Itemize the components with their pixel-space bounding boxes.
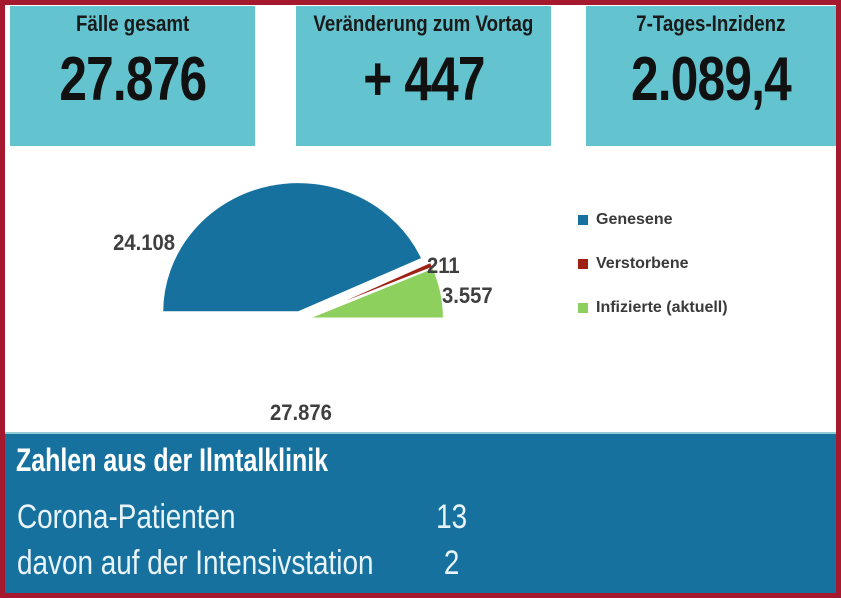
stat-card-value: 27.876 [59, 45, 207, 114]
clinic-row-value: 2 [443, 544, 460, 582]
stat-card-title: Fälle gesamt [75, 11, 190, 36]
stat-card-7day-incidence: 7-Tages-Inzidenz 2.089,4 [586, 6, 836, 146]
clinic-row-icu: davon auf der Intensivstation 2 [17, 544, 542, 583]
legend-label: Verstorbene [596, 255, 689, 272]
clinic-row-label: davon auf der Intensivstation [17, 544, 374, 582]
stat-card-title: 7-Tages-Inzidenz [636, 11, 786, 36]
legend-label: Genesene [596, 211, 673, 228]
pie-slice-0 [161, 181, 424, 314]
stat-card-title: Veränderung zum Vortag [313, 11, 534, 36]
pie-label-infizierte: 3.557 [442, 283, 493, 308]
clinic-panel-title: Zahlen aus der Ilmtalklinik [16, 442, 329, 478]
chart-legend: Genesene Verstorbene Infizierte (aktuell… [578, 210, 728, 342]
legend-swatch-infizierte [578, 303, 588, 313]
stat-card-value: + 447 [362, 45, 485, 114]
legend-item-infizierte: Infizierte (aktuell) [578, 298, 728, 318]
clinic-row-value: 13 [436, 498, 468, 536]
stat-card-total-cases: Fälle gesamt 27.876 [10, 6, 255, 146]
clinic-panel: Zahlen aus der Ilmtalklinik Corona-Patie… [5, 432, 836, 593]
legend-swatch-verstorbene [578, 259, 588, 269]
pie-slice-1 [306, 260, 435, 318]
legend-item-verstorbene: Verstorbene [578, 254, 728, 274]
legend-swatch-genesene [578, 215, 588, 225]
legend-item-genesene: Genesene [578, 210, 728, 230]
pie-label-total: 27.876 [270, 400, 332, 425]
clinic-row-label: Corona-Patienten [17, 498, 236, 536]
clinic-row-corona-patients: Corona-Patienten 13 [17, 498, 542, 537]
legend-label: Infizierte (aktuell) [596, 299, 728, 316]
pie-label-verstorbene: 211 [427, 253, 460, 278]
pie-label-genesene: 24.108 [113, 230, 175, 255]
half-pie-chart [161, 181, 445, 320]
stat-card-value: 2.089,4 [631, 45, 792, 114]
stat-card-daily-change: Veränderung zum Vortag + 447 [296, 6, 551, 146]
